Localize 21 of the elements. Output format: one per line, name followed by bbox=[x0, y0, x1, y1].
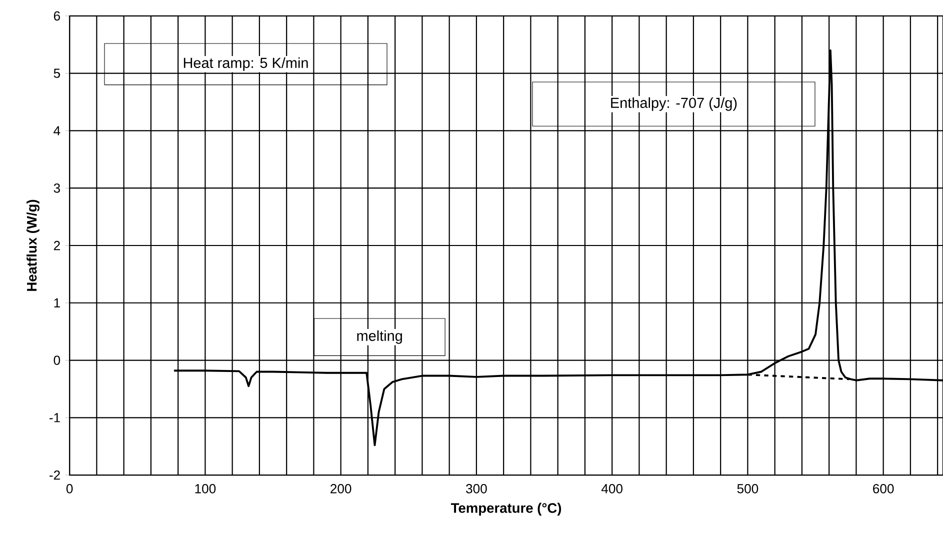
y-tick-label: 6 bbox=[54, 11, 60, 21]
annotation: Heat ramp: 5 K/min bbox=[184, 58, 308, 71]
x-tick-label: 200 bbox=[330, 484, 352, 494]
y-tick-label: 3 bbox=[54, 184, 60, 193]
annotation: Enthalpy: -707 (J/g) bbox=[611, 97, 737, 111]
annotation: melting bbox=[357, 330, 402, 344]
y-tick-label: 5 bbox=[54, 68, 60, 78]
x-tick-label: 400 bbox=[601, 484, 622, 494]
y-tick-label: -1 bbox=[50, 413, 60, 422]
y-tick-label: 2 bbox=[54, 241, 60, 250]
x-tick-label: 0 bbox=[66, 484, 73, 494]
x-tick-label: 100 bbox=[195, 484, 216, 494]
x-tick-label: 500 bbox=[737, 484, 758, 494]
y-tick-label: -2 bbox=[50, 470, 60, 480]
y-axis-title: Heatflux (W/g) bbox=[26, 200, 40, 291]
y-tick-label: 1 bbox=[54, 298, 60, 308]
x-tick-label: 600 bbox=[873, 484, 894, 494]
y-tick-label: 0 bbox=[54, 356, 60, 366]
y-tick-label: 4 bbox=[54, 126, 60, 136]
x-axis-title: Temperature (°C) bbox=[450, 502, 562, 516]
x-tick-label: 300 bbox=[466, 484, 487, 494]
